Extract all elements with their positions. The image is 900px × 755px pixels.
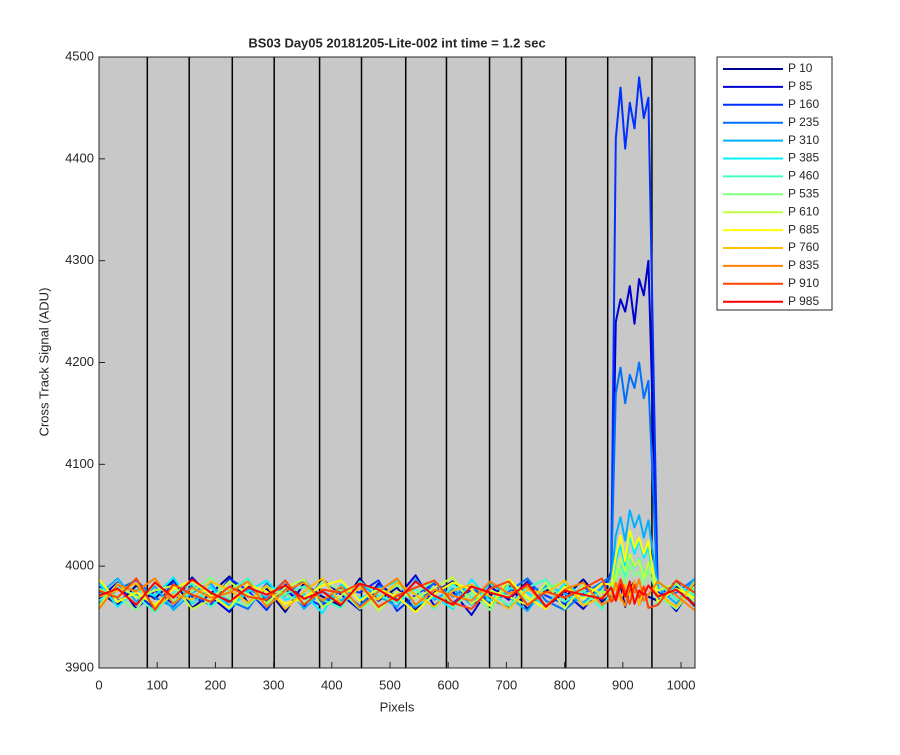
x-tick-label: 900: [612, 677, 634, 692]
x-tick-label: 800: [554, 677, 576, 692]
x-tick-label: 0: [95, 677, 102, 692]
y-tick-label: 4000: [65, 558, 94, 573]
y-axis-label: Cross Track Signal (ADU): [36, 288, 51, 437]
legend-label: P 85: [788, 79, 813, 93]
y-tick-label: 4300: [65, 252, 94, 267]
plot-layer: [98, 57, 696, 668]
y-tick-label: 4100: [65, 456, 94, 471]
legend-label: P 10: [788, 61, 813, 75]
legend-label: P 685: [788, 222, 819, 236]
x-axis-label: Pixels: [380, 699, 415, 714]
legend-label: P 760: [788, 240, 819, 254]
x-tick-label: 200: [205, 677, 227, 692]
legend-label: P 385: [788, 151, 819, 165]
series-line: [98, 529, 695, 613]
legend-label: P 235: [788, 115, 819, 129]
chart-title: BS03 Day05 20181205-Lite-002 int time = …: [248, 35, 545, 50]
series-line: [98, 552, 696, 612]
y-tick-label: 4400: [65, 150, 94, 165]
legend-label: P 610: [788, 204, 819, 218]
x-tick-label: 300: [263, 677, 285, 692]
legend-label: P 910: [788, 276, 819, 290]
x-tick-label: 400: [321, 677, 343, 692]
series-line: [98, 259, 696, 616]
y-tick-label: 4200: [65, 354, 94, 369]
legend-label: P 985: [788, 294, 819, 308]
legend: P 10 P 85 P 160 P 235 P 310 P 385 P 460 P 535 P …: [723, 61, 819, 308]
y-tick-label: 4500: [65, 48, 94, 63]
x-tick-label: 600: [437, 677, 459, 692]
x-tick-label: 500: [379, 677, 401, 692]
legend-label: P 160: [788, 97, 819, 111]
series-line: [98, 578, 696, 608]
legend-label: P 310: [788, 133, 819, 147]
legend-label: P 535: [788, 186, 819, 200]
x-tick-label: 100: [146, 677, 168, 692]
legend-label: P 460: [788, 169, 819, 183]
series-line: [98, 563, 696, 611]
x-tick-label: 1000: [667, 677, 696, 692]
plot-area: [99, 57, 695, 668]
legend-label: P 835: [788, 258, 819, 272]
y-tick-label: 3900: [65, 659, 94, 674]
legend-box: [716, 56, 833, 311]
x-tick-label: 700: [496, 677, 518, 692]
